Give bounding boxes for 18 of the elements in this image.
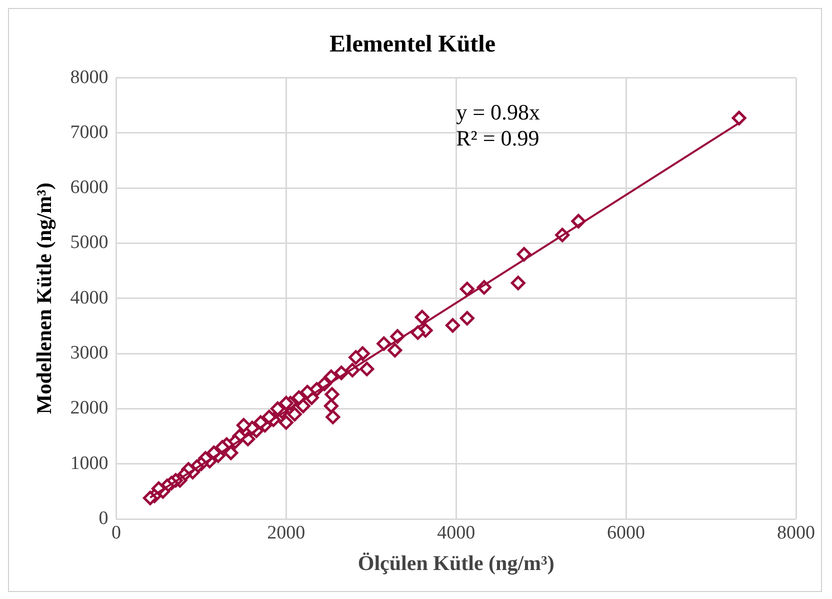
- x-tick-label: 6000: [607, 522, 646, 544]
- y-tick-label: 2000: [70, 398, 108, 419]
- x-axis-title: Ölçülen Kütle (ng/m³): [358, 550, 554, 575]
- y-tick-label: 3000: [70, 342, 108, 364]
- y-tick-label: 0: [98, 508, 108, 529]
- y-tick-label: 1000: [70, 452, 108, 474]
- y-axis-title: Modellenen Kütle (ng/m³): [32, 182, 56, 414]
- annotation: y = 0.98x: [456, 100, 540, 125]
- y-tick-label: 8000: [70, 66, 108, 88]
- x-tick-label: 4000: [437, 522, 476, 544]
- annotation: R² = 0.99: [456, 126, 540, 151]
- x-tick-label: 2000: [267, 522, 306, 544]
- y-tick-label: 6000: [70, 177, 108, 198]
- y-tick-label: 4000: [70, 287, 108, 308]
- chart-title: Elementel Kütle: [330, 32, 496, 58]
- x-tick-label: 8000: [777, 522, 815, 544]
- y-tick-label: 5000: [70, 232, 108, 254]
- y-tick-label: 7000: [70, 122, 108, 143]
